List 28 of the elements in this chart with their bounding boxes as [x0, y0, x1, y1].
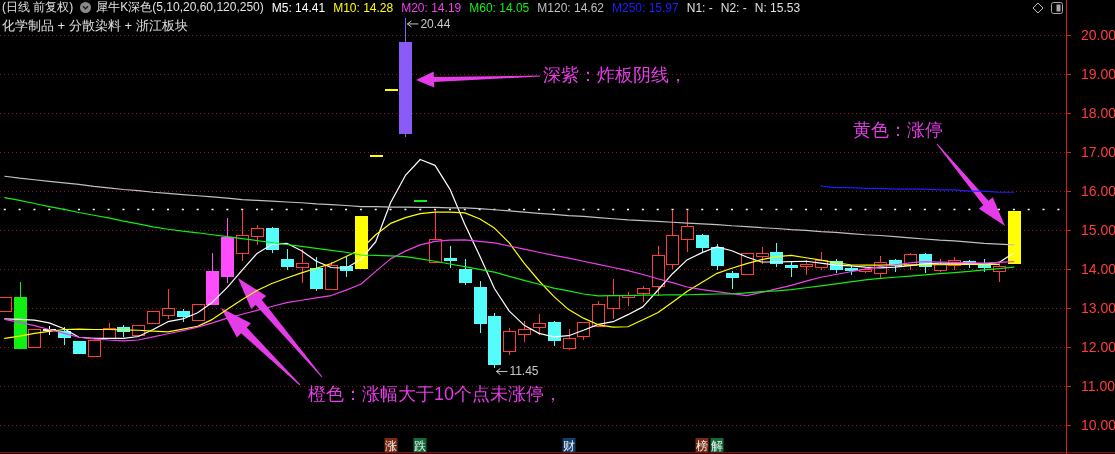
annotation: 11.45	[509, 364, 539, 379]
text: M250: 15.97	[612, 0, 679, 15]
y-tick-label: 19.00	[1081, 66, 1115, 83]
annotation: 黄色：涨停	[853, 120, 943, 140]
text: M5: 14.41	[271, 0, 326, 15]
y-tick-label: 13.00	[1081, 300, 1115, 317]
y-tick-label: 14.00	[1081, 261, 1115, 278]
text: M60: 14.05	[469, 0, 530, 15]
chart-title: (日线 前复权)	[2, 0, 74, 16]
text: M120: 14.62	[537, 0, 604, 15]
annotation: 深紫：炸板阴线，	[543, 65, 687, 85]
chart-subtitle: 犀牛K深色(5,10,20,60,120,250)	[96, 0, 264, 16]
y-tick-label: 18.00	[1081, 105, 1115, 122]
y-tick-label: 16.00	[1081, 183, 1115, 200]
y-tick-label: 20.00	[1081, 27, 1115, 44]
annotation: N2: -	[720, 0, 747, 15]
annotation: 橙色：涨幅大于10个点未涨停，	[308, 384, 563, 404]
text: M10: 14.28	[333, 0, 394, 15]
annotation: 20.44	[420, 16, 451, 31]
annotation: N1: -	[686, 0, 713, 15]
y-tick-label: 15.00	[1081, 222, 1115, 239]
y-tick-label: 11.00	[1081, 378, 1115, 395]
y-tick-label: 17.00	[1081, 144, 1115, 161]
text: M20: 14.19	[401, 0, 462, 15]
y-tick-label: 12.00	[1081, 339, 1115, 356]
annotation: 化学制品 + 分散染料 + 浙江板块	[2, 17, 188, 35]
y-tick-label: 10.00	[1081, 417, 1115, 434]
annotation: N: 15.53	[754, 0, 801, 15]
